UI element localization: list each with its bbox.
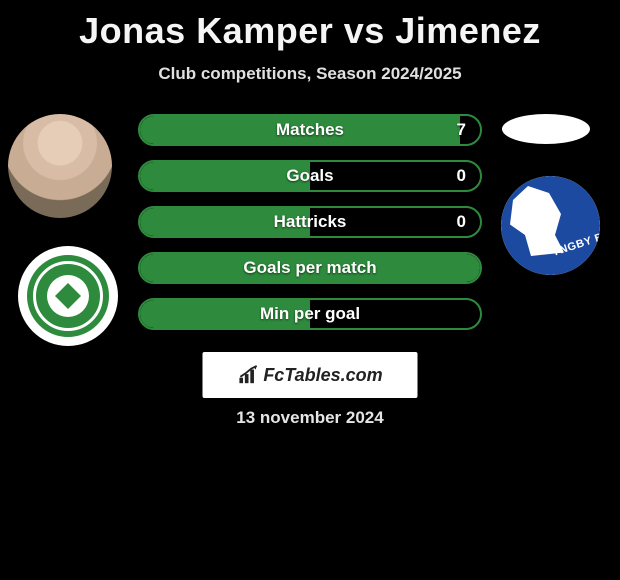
stat-bar-label: Hattricks [140,208,480,236]
stat-bar-label: Goals per match [140,254,480,282]
stat-bar: Hattricks0 [138,206,482,238]
stat-bar: Goals per match [138,252,482,284]
player-right-avatar [502,114,590,144]
stat-bar: Min per goal [138,298,482,330]
player-left-avatar [8,114,112,218]
player-left-club-crest [18,246,118,346]
date-label: 13 november 2024 [0,408,620,428]
stat-bar-value: 0 [457,208,466,236]
subtitle: Club competitions, Season 2024/2025 [0,64,620,84]
crest-right-label: YNGBY B [550,231,600,259]
stat-bar-label: Min per goal [140,300,480,328]
stat-bar: Goals0 [138,160,482,192]
stat-bar-value: 7 [457,116,466,144]
stat-bars: Matches7Goals0Hattricks0Goals per matchM… [138,114,482,344]
stat-bar-value: 0 [457,162,466,190]
fctables-logo: FcTables.com [203,352,418,398]
stat-bar: Matches7 [138,114,482,146]
comparison-panel: YNGBY B Matches7Goals0Hattricks0Goals pe… [0,114,620,374]
page-title: Jonas Kamper vs Jimenez [0,0,620,52]
chart-icon [237,365,259,385]
fctables-logo-text: FcTables.com [263,365,382,386]
player-right-club-crest: YNGBY B [501,176,600,275]
stat-bar-label: Goals [140,162,480,190]
stat-bar-label: Matches [140,116,480,144]
